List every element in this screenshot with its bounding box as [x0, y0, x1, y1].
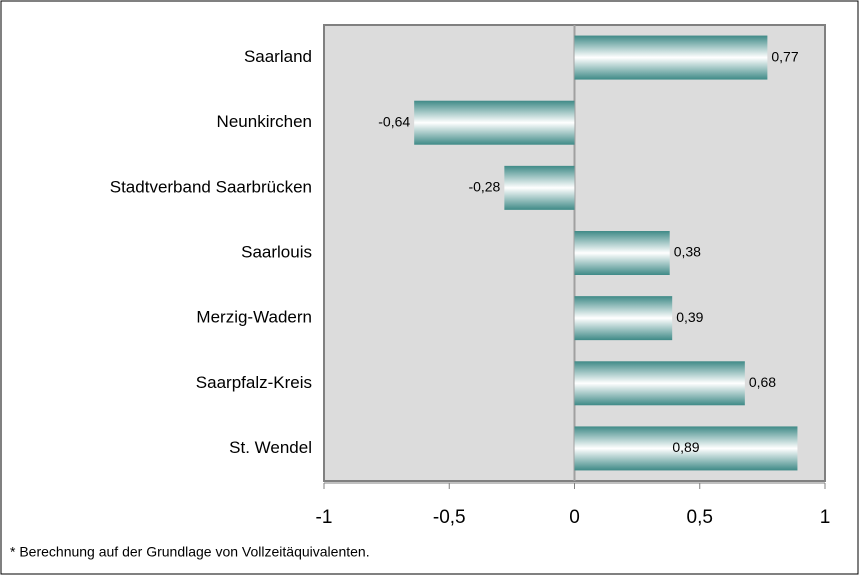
category-label: Saarlouis: [241, 242, 312, 261]
x-tick-label: -0,5: [433, 507, 466, 528]
category-label: Saarpfalz-Kreis: [196, 373, 312, 392]
value-label: 0,38: [674, 244, 701, 260]
bar: [574, 296, 673, 341]
bar: [574, 361, 745, 406]
x-tick-label: 0: [569, 507, 580, 528]
category-label: Neunkirchen: [217, 112, 312, 131]
x-tick-label: 1: [820, 507, 831, 528]
value-label: 0,68: [749, 374, 776, 390]
bar: [414, 100, 575, 145]
value-label: 0,39: [676, 309, 703, 325]
category-label: Stadtverband Saarbrücken: [110, 177, 312, 196]
footnote: * Berechnung auf der Grundlage von Vollz…: [10, 544, 370, 560]
bar: [574, 426, 798, 471]
x-tick-label: 0,5: [687, 507, 713, 528]
bar: [504, 165, 575, 210]
x-tick-label: -1: [316, 507, 333, 528]
value-label: 0,77: [771, 48, 798, 64]
category-label: St. Wendel: [229, 438, 312, 457]
value-label: -0,64: [378, 113, 410, 129]
bar: [574, 35, 768, 80]
value-label: 0,89: [672, 439, 699, 455]
value-label: -0,28: [468, 179, 500, 195]
category-label: Saarland: [244, 47, 312, 66]
category-label: Merzig-Wadern: [196, 308, 312, 327]
bar: [574, 231, 670, 275]
